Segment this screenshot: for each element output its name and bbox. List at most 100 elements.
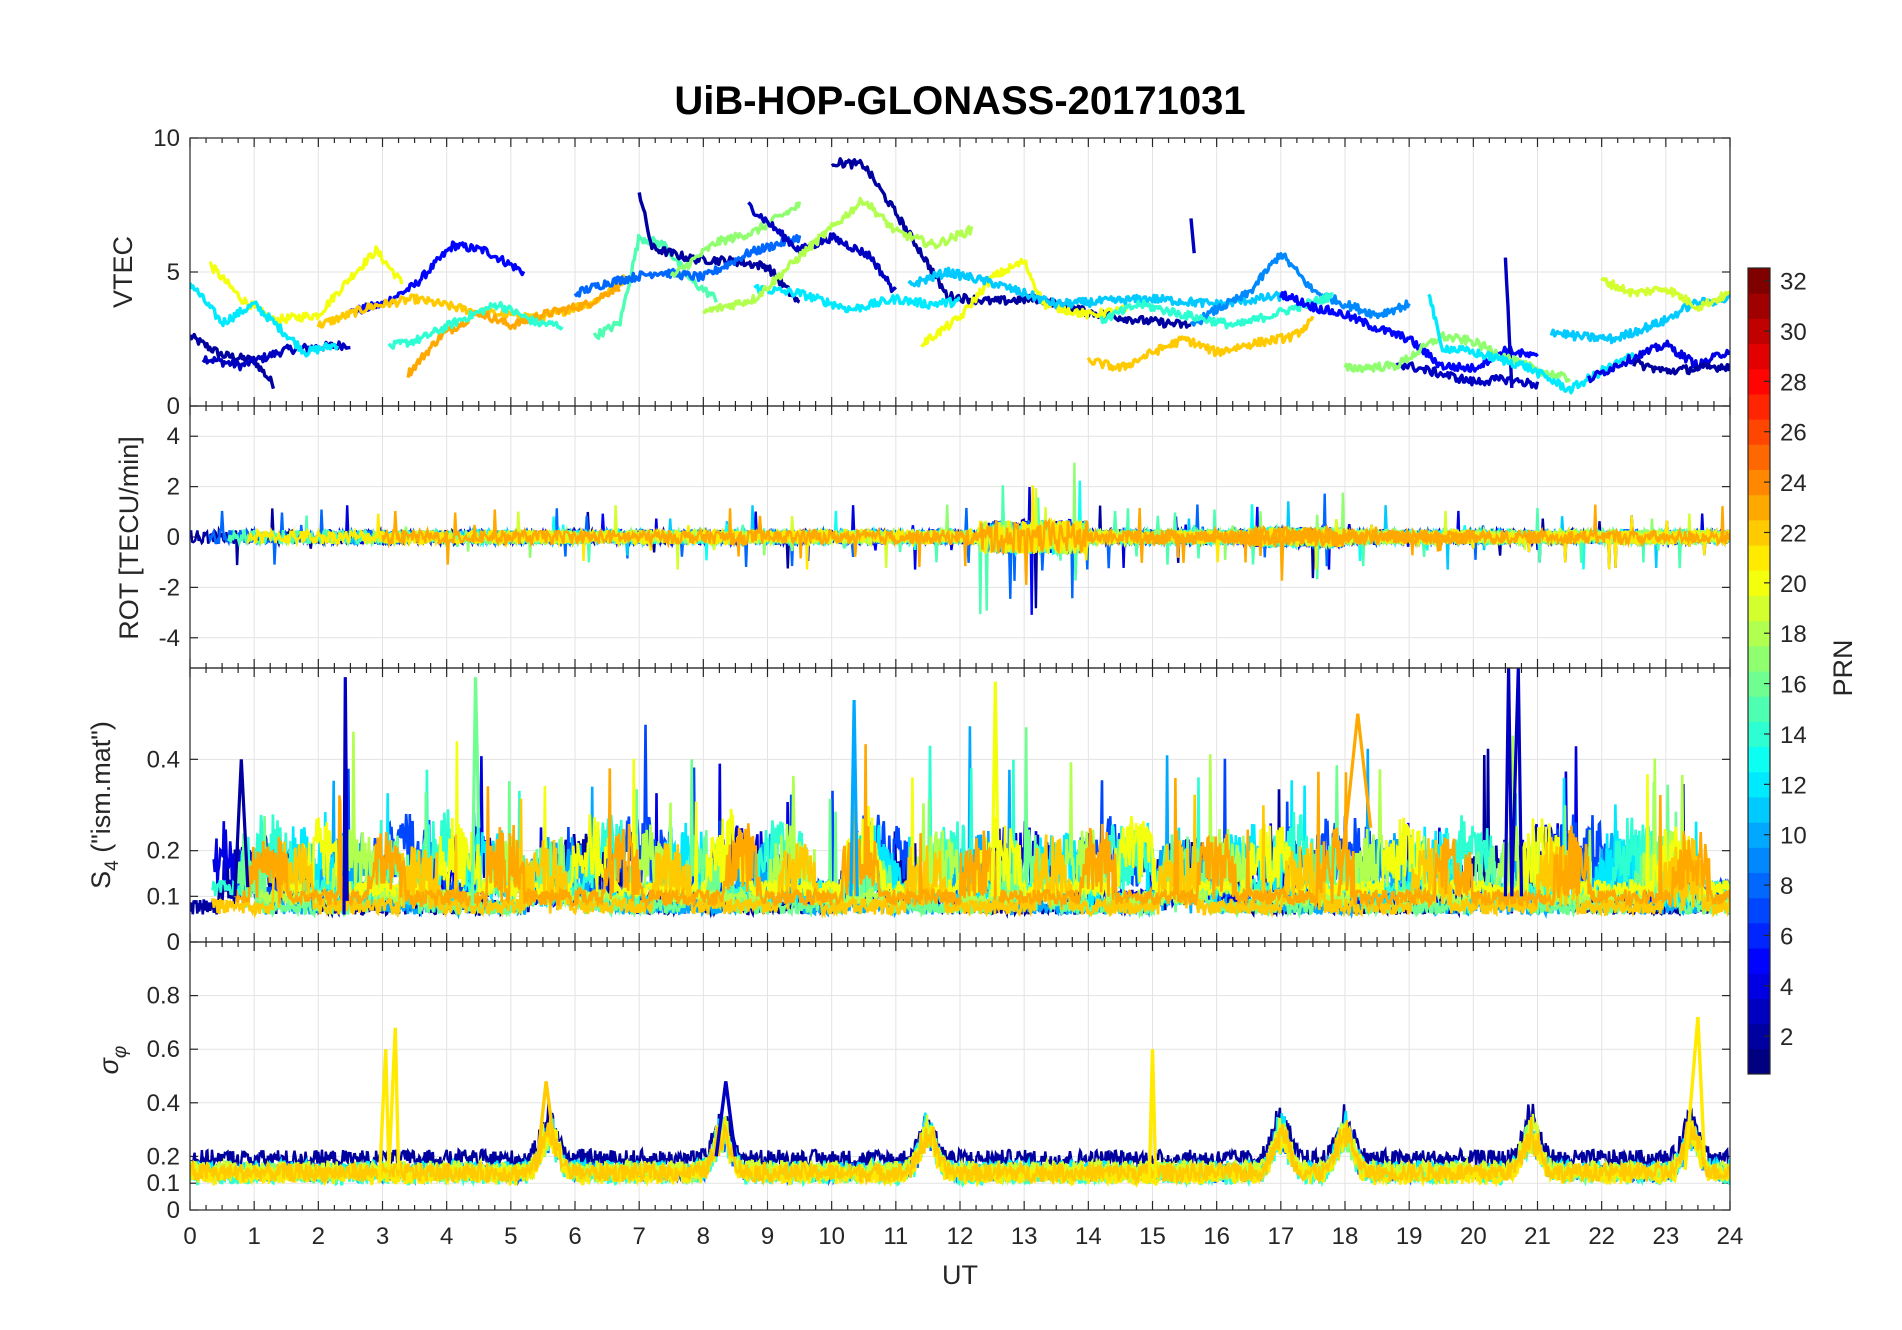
y-axis-label-sigma-phi: σφ [94,1046,131,1075]
colorbar-tick-label: 12 [1780,772,1807,799]
rot-trace-prn-17 [1132,492,1730,556]
x-tick-label: 16 [1203,1223,1230,1250]
vtec-trace-prn-12 [190,282,340,358]
vtec-trace-prn-2 [190,332,276,390]
sigma-spike-prn-21 [377,1027,401,1184]
x-tick-label: 0 [183,1223,196,1250]
colorbar-tick-label: 22 [1780,520,1807,547]
y-axis-label-s4: S4 ("ism.mat") [86,721,123,889]
colorbar-cell [1748,444,1770,470]
s4-spike-prn-3 [1503,668,1524,897]
colorbar-cell [1748,973,1770,999]
colorbar-cell [1748,948,1770,974]
y-tick-label: 2 [167,474,180,501]
sigma-spike-prn-21 [1683,1016,1706,1170]
colorbar-cell [1748,293,1770,319]
x-tick-label: 13 [1011,1223,1038,1250]
panel-rot: -4 -2 0 2 4 [159,405,1731,669]
colorbar-tick-label: 26 [1780,420,1807,447]
x-tick-label: 17 [1267,1223,1294,1250]
x-tick-label: 12 [947,1223,974,1250]
colorbar-cell [1748,595,1770,622]
colorbar-cell [1748,847,1770,873]
x-tick-label: 18 [1332,1223,1359,1250]
sigma-trace-prn-22 [190,1116,1730,1187]
colorbar-cell [1748,545,1770,571]
colorbar-cell [1748,1048,1770,1075]
x-tick-label: 10 [818,1223,845,1250]
series-layer [190,668,1730,920]
series-layer [190,462,1730,615]
vtec-trace-prn-18 [702,196,974,315]
colorbar-tick-label: 4 [1780,974,1793,1001]
x-tick-label: 7 [632,1223,645,1250]
y-tick-label: 5 [167,259,180,286]
x-tick-label: 1 [247,1223,260,1250]
colorbar-cell [1748,998,1770,1025]
vtec-trace-prn-20 [208,245,404,326]
x-tick-label: 21 [1524,1223,1551,1250]
x-tick-label: 19 [1396,1223,1423,1250]
x-tick-label: 8 [697,1223,710,1250]
rot-trace-prn-23 [1151,504,1730,558]
colorbar-label: PRN [1828,639,1858,696]
vtec-trace-prn-3 [1189,218,1196,254]
colorbar-cell [1748,696,1770,722]
chart-title: UiB-HOP-GLONASS-20171031 [674,79,1245,123]
colorbar-tick-label: 20 [1780,571,1807,598]
y-tick-label: 0.4 [147,1090,180,1117]
y-tick-label: 4 [167,423,180,450]
colorbar-cell [1748,922,1770,949]
y-tick-label: 0.8 [147,983,180,1010]
colorbar-cell [1748,872,1770,899]
colorbar-cell [1748,671,1770,697]
s4-trace-prn-23 [233,744,1730,911]
colorbar-cell [1748,368,1770,395]
colorbar-frame [1747,267,1771,1075]
colorbar-cell [1748,897,1770,924]
y-axis-label-rot: ROT [TECU/min] [114,436,144,640]
x-tick-labels: 0 1 2 3 4 5 6 7 8 9 10 11 12 13 14 15 16 17 18 19 20 21 22 23 24 [183,1223,1743,1250]
colorbar-cell [1748,771,1770,798]
colorbar-tick-label: 2 [1780,1024,1793,1051]
colorbar-cell [1748,1023,1770,1050]
y-axis-label-vtec: VTEC [108,236,138,308]
y-tick-label: 0 [167,524,180,551]
vtec-trace-prn-22 [1086,315,1315,372]
x-tick-label: 5 [504,1223,517,1250]
s4-spike-prn-10 [849,699,859,897]
panel-sigma-phi: 00.10.2 0.4 0.6 0.8 [147,941,1731,1224]
vtec-trace-prn-12 [753,283,961,314]
colorbar-cell [1748,645,1770,672]
y-tick-label: 0 [167,1197,180,1224]
vtec-trace-prn-14 [1099,291,1334,330]
panel-vtec: 0 5 10 [153,125,1731,420]
s4-spike-prn-16 [470,677,481,906]
colorbar-tick-label: 6 [1780,923,1793,950]
vtec-trace-prn-15 [592,233,718,340]
vtec-trace-prn-3 [1503,257,1514,388]
panel-s4: 0 0.1 0.2 0.4 [147,667,1731,956]
colorbar-tick-label: 24 [1780,470,1807,497]
x-tick-label: 4 [440,1223,453,1250]
s4-trace-prn-16 [234,727,1730,920]
colorbar-cell [1748,469,1770,496]
sigma-spike-prn-3 [714,1081,738,1157]
vtec-trace-prn-22 [316,274,628,329]
vtec-trace-prn-11 [1549,293,1730,345]
colorbar-tick-label: 28 [1780,369,1807,396]
vtec-trace-prn-3 [1395,361,1540,390]
vtec-trace-prn-17 [669,201,802,278]
x-tick-label: 24 [1717,1223,1744,1250]
s4-spike-prn-2 [233,759,250,897]
rot-trace-prn-15 [227,485,1321,615]
vtec-trace-prn-19 [1600,276,1730,312]
colorbar-cell [1748,620,1770,647]
x-tick-label: 23 [1652,1223,1679,1250]
x-tick-label: 15 [1139,1223,1166,1250]
vtec-trace-prn-3 [747,201,898,294]
x-tick-label: 22 [1588,1223,1615,1250]
colorbar-tick-label: 18 [1780,621,1807,648]
